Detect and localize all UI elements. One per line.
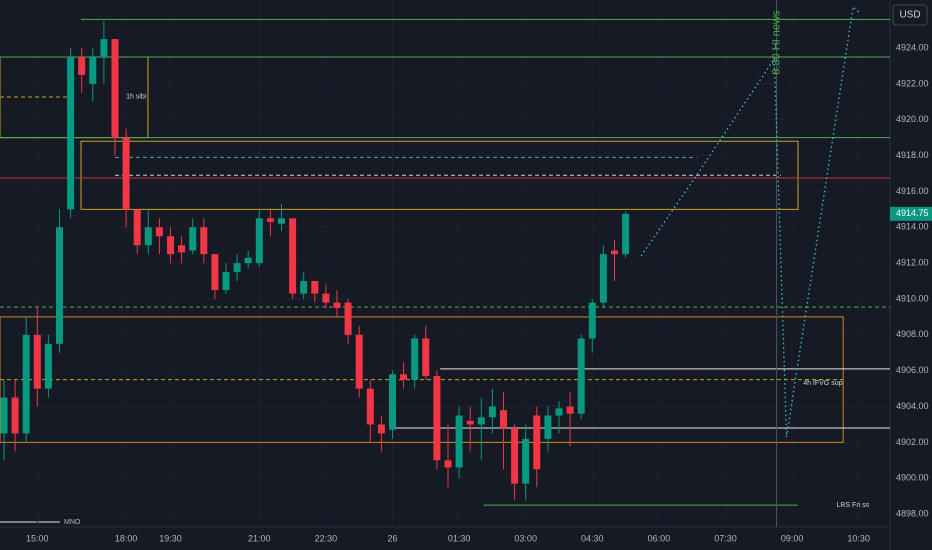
candle-body — [155, 227, 163, 237]
candle-body — [78, 57, 86, 75]
candle-body — [610, 250, 618, 255]
zone-box — [80, 140, 799, 210]
candle-body — [511, 428, 519, 484]
x-tick-label: 03:00 — [514, 533, 537, 543]
y-tick-label: 4912.00 — [896, 258, 929, 268]
candle-body — [577, 338, 585, 414]
candle-body — [266, 218, 274, 222]
annotation: 4h IFVG sup — [803, 380, 842, 387]
candle-body — [622, 213, 630, 255]
x-tick-label: 06:00 — [648, 533, 671, 543]
currency-box[interactable] — [892, 4, 928, 26]
x-tick-label: 19:30 — [159, 533, 182, 543]
y-tick-label: 4898.00 — [896, 508, 929, 518]
candle-body — [211, 254, 219, 291]
candle-body — [588, 302, 596, 339]
candle-body — [178, 245, 186, 253]
x-tick-label: 26 — [387, 533, 397, 543]
footer-label: MNO — [64, 519, 81, 526]
candle-body — [466, 420, 474, 425]
candle-body — [244, 257, 252, 264]
candle-body — [422, 338, 430, 377]
x-tick-label: 18:00 — [115, 533, 138, 543]
x-tick-label: 09:00 — [781, 533, 804, 543]
candle-body — [277, 218, 285, 224]
y-tick-label: 4916.00 — [896, 186, 929, 196]
candle-body — [289, 218, 297, 294]
x-tick-label: 15:00 — [26, 533, 49, 543]
candle-body — [522, 438, 530, 484]
candle-body — [388, 374, 396, 430]
candle-body — [233, 263, 241, 273]
candle-body — [122, 137, 130, 210]
y-tick-label: 4924.00 — [896, 42, 929, 52]
candle-body — [444, 460, 452, 468]
candle-body — [433, 376, 441, 461]
candle-body — [311, 281, 319, 294]
x-tick-label: 01:30 — [448, 533, 471, 543]
candle-body — [455, 415, 463, 468]
y-tick-label: 4922.00 — [896, 78, 929, 88]
y-tick-label: 4910.00 — [896, 293, 929, 303]
candle-body — [411, 338, 419, 380]
candle-body — [333, 302, 341, 308]
y-tick-label: 4902.00 — [896, 437, 929, 447]
candle-body — [111, 39, 119, 138]
annotation: 1h sibi — [126, 93, 147, 100]
candle-body — [377, 424, 385, 434]
candle-body — [599, 254, 607, 303]
x-tick-label: 10:30 — [847, 533, 870, 543]
candle-body — [400, 374, 408, 380]
y-tick-label: 4918.00 — [896, 150, 929, 160]
y-tick-label: 4920.00 — [896, 114, 929, 124]
candle-body — [344, 302, 352, 335]
candle-body — [322, 293, 330, 303]
price-tag-label: 4914.75 — [896, 208, 929, 218]
candle-body — [22, 334, 30, 434]
candle-body — [355, 334, 363, 389]
price-tag — [890, 206, 932, 221]
y-tick-label: 4908.00 — [896, 329, 929, 339]
candle-body — [133, 209, 141, 246]
candle-body — [544, 415, 552, 439]
y-tick-label: 4900.00 — [896, 473, 929, 483]
annotation: LRS Fri ss — [836, 502, 869, 509]
candle-body — [488, 406, 496, 418]
y-tick-label: 4906.00 — [896, 365, 929, 375]
candle-body — [499, 410, 507, 429]
candle-body — [33, 334, 41, 389]
candle-body — [477, 417, 485, 425]
projection-path — [640, 5, 860, 438]
x-tick-label: 07:30 — [714, 533, 737, 543]
candle-body — [222, 272, 230, 291]
candle-body — [300, 281, 308, 294]
currency: USD — [899, 10, 920, 21]
candle-body — [255, 218, 263, 264]
x-tick-label: 22:30 — [315, 533, 338, 543]
news-label: 8:30 HI news — [770, 10, 782, 75]
candle-body — [533, 415, 541, 470]
candle-body — [55, 227, 63, 344]
x-tick-label: 04:30 — [581, 533, 604, 543]
y-tick-label: 4904.00 — [896, 401, 929, 411]
candle-body — [200, 227, 208, 255]
candle-body — [89, 57, 97, 84]
candle-body — [11, 397, 19, 434]
candle-body — [366, 388, 374, 425]
y-tick-label: 4914.00 — [896, 222, 929, 232]
candle-body — [0, 397, 8, 434]
x-tick-label: 21:00 — [248, 533, 271, 543]
candle-body — [566, 406, 574, 414]
candle-body — [67, 57, 75, 210]
candle-body — [100, 39, 108, 58]
candle-body — [555, 408, 563, 416]
candle-body — [166, 236, 174, 255]
candle-body — [44, 343, 52, 389]
candle-body — [144, 227, 152, 246]
candle-body — [189, 227, 197, 251]
